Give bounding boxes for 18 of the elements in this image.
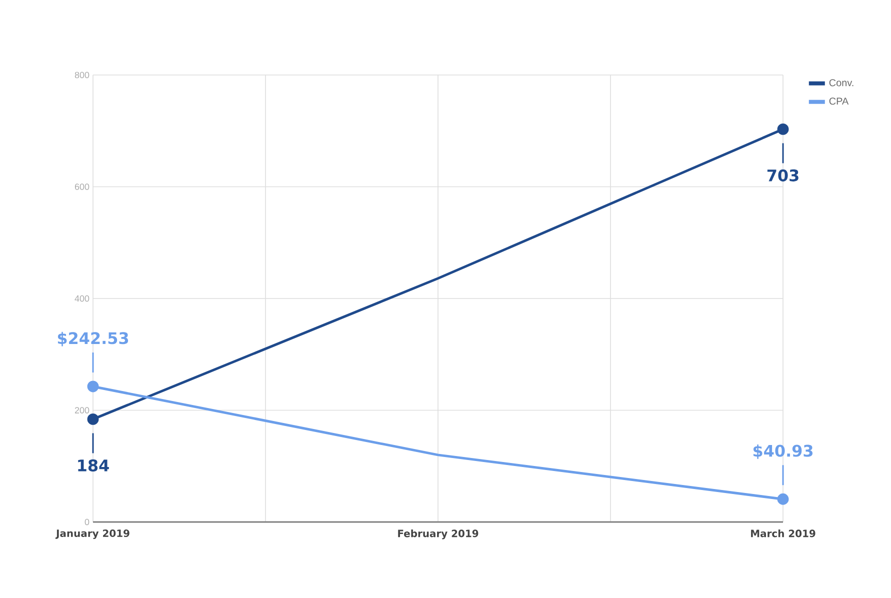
point: [87, 413, 99, 425]
y-tick-label: 200: [74, 407, 90, 414]
y-tick-label: 0: [84, 518, 90, 526]
point: [777, 493, 789, 505]
data-label: $242.53: [58, 332, 128, 346]
data-label: 703: [767, 169, 798, 182]
point: [777, 123, 789, 135]
x-tick-label: January 2019: [55, 529, 130, 540]
legend-label: CPA: [829, 98, 849, 105]
y-tick-label: 600: [74, 184, 90, 190]
y-tick-label: 400: [74, 295, 90, 302]
x-tick-label: February 2019: [398, 529, 478, 540]
point: [87, 380, 99, 392]
legend-label: Conv.: [829, 79, 854, 86]
data-label: 184: [78, 459, 109, 472]
y-tick-label: 800: [74, 72, 90, 78]
data-label: $40.93: [754, 444, 813, 459]
x-tick-label: March 2019: [751, 529, 816, 538]
